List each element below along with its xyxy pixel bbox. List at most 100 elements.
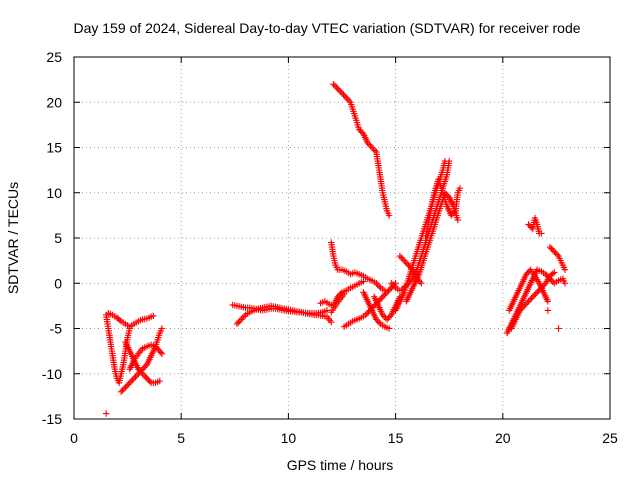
data-point <box>238 316 245 323</box>
data-point <box>379 311 386 319</box>
data-point <box>561 266 569 273</box>
data-point <box>383 289 391 296</box>
data-point <box>140 372 148 379</box>
data-point <box>374 317 381 325</box>
data-point <box>137 369 145 376</box>
data-point <box>555 325 562 332</box>
data-point <box>385 287 392 294</box>
data-point <box>233 320 241 328</box>
data-point <box>364 139 371 147</box>
data-point <box>408 264 415 272</box>
data-point <box>399 255 406 263</box>
data-point <box>523 299 531 307</box>
data-point <box>544 307 552 314</box>
data-point <box>340 91 347 98</box>
data-point <box>375 319 383 326</box>
data-point <box>449 210 456 218</box>
y-tick-label: -15 <box>42 411 62 427</box>
data-point <box>524 269 532 276</box>
data-point <box>127 378 135 385</box>
data-point <box>120 385 128 393</box>
data-point <box>454 216 461 224</box>
y-tick-label: 5 <box>54 230 62 246</box>
data-point <box>383 316 391 323</box>
data-point <box>553 251 561 258</box>
data-point <box>526 222 534 230</box>
data-point <box>542 271 549 278</box>
y-tick-label: 20 <box>46 94 62 110</box>
data-point <box>523 271 530 278</box>
axis-ticks: 0 5 10 15 20 25 -15 -10 -5 0 5 10 15 20 25 <box>42 49 618 446</box>
data-point <box>379 293 386 301</box>
data-point <box>116 316 123 324</box>
data-point <box>152 343 159 350</box>
data-point <box>240 313 248 320</box>
data-point <box>398 254 405 261</box>
data-point <box>331 82 339 89</box>
data-point <box>451 209 458 216</box>
data-point <box>330 80 337 88</box>
grid-lines <box>74 57 610 419</box>
data-point <box>140 364 148 371</box>
y-tick-label: 0 <box>54 275 62 291</box>
data-point <box>340 290 348 298</box>
data-point <box>380 313 388 320</box>
data-point <box>552 249 559 257</box>
y-tick-label: 10 <box>46 185 62 201</box>
data-point <box>388 280 395 287</box>
data-point <box>535 287 542 294</box>
x-tick-label: 25 <box>602 430 618 446</box>
data-point <box>382 290 389 298</box>
data-point <box>370 145 377 153</box>
data-point <box>525 298 532 305</box>
data-point <box>236 317 244 325</box>
data-point <box>405 261 412 269</box>
x-tick-label: 0 <box>70 430 78 446</box>
data-point <box>355 126 363 133</box>
data-point <box>117 388 125 396</box>
y-axis-label: SDTVAR / TECUs <box>5 182 21 294</box>
data-point <box>323 307 331 314</box>
data-point <box>136 367 143 374</box>
data-point <box>371 147 379 154</box>
y-tick-label: 15 <box>46 140 62 156</box>
data-point <box>531 292 538 299</box>
data-point <box>143 375 151 382</box>
data-point <box>444 192 451 199</box>
data-point <box>386 286 394 293</box>
x-tick-label: 5 <box>177 430 185 446</box>
data-point <box>345 97 353 104</box>
data-point <box>522 301 529 308</box>
data-point <box>539 283 547 290</box>
data-point <box>448 212 455 219</box>
data-point <box>386 313 394 320</box>
data-point <box>518 305 525 313</box>
data-point <box>343 94 350 101</box>
data-point <box>544 298 552 305</box>
data-point <box>396 252 404 260</box>
x-axis-label: GPS time / hours <box>287 457 394 473</box>
data-point <box>375 283 383 290</box>
data-point <box>536 286 544 293</box>
data-point <box>367 142 374 150</box>
data-point <box>328 318 335 326</box>
data-point <box>549 246 557 254</box>
data-point <box>363 310 371 317</box>
data-point <box>365 141 373 148</box>
data-point <box>561 280 569 287</box>
data-point <box>403 260 411 267</box>
data-point <box>341 93 349 100</box>
data-point <box>441 157 449 165</box>
data-point <box>102 410 110 417</box>
data-point <box>390 283 398 290</box>
data-point <box>389 281 396 288</box>
data-point <box>408 277 415 284</box>
data-point <box>385 212 393 219</box>
data-point <box>145 376 152 383</box>
data-point <box>551 269 558 276</box>
data-point <box>402 258 409 266</box>
data-point <box>516 307 524 314</box>
data-point <box>358 129 366 136</box>
data-point <box>132 373 139 380</box>
data-point <box>125 381 132 388</box>
